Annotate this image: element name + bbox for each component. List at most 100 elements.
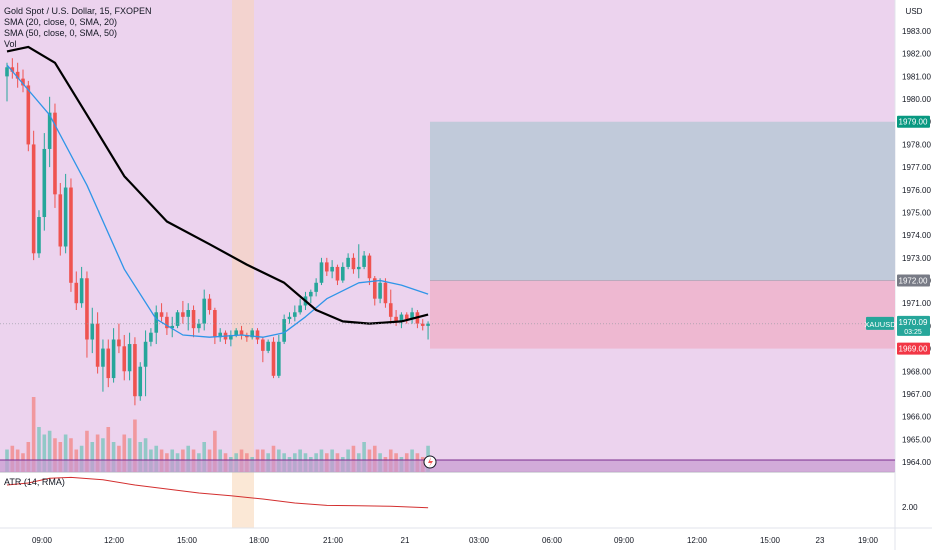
candle-body xyxy=(372,278,377,299)
candle-body xyxy=(287,316,292,320)
candle-body xyxy=(15,71,20,79)
candle-body xyxy=(69,187,73,283)
volume-bar xyxy=(133,419,137,472)
candle-body xyxy=(149,332,153,342)
candle-body xyxy=(319,262,324,283)
volume-bar xyxy=(53,438,57,472)
candle-body xyxy=(101,348,105,367)
target-zone xyxy=(430,121,895,281)
moving-averages xyxy=(6,45,429,338)
price-tick-label: 1968.00 xyxy=(902,367,931,376)
candle-body xyxy=(21,78,25,86)
lightning-alert-icon[interactable] xyxy=(423,455,437,469)
time-tick-label: 09:00 xyxy=(614,536,635,545)
volume-band xyxy=(0,460,895,472)
volume-bar xyxy=(213,430,217,472)
candle-body xyxy=(271,341,276,376)
time-tick-label: 12:00 xyxy=(104,536,125,545)
volume-bar xyxy=(101,438,105,472)
candle-body xyxy=(388,303,393,317)
axis-price-labels: 1979.00 1972.00 1969.00 1970.09 03:25 XAUUSD xyxy=(864,115,930,355)
time-tick-label: 23 xyxy=(816,536,825,545)
price-tick-label: 1983.00 xyxy=(902,27,931,36)
candle-body xyxy=(250,330,254,338)
time-tick-label: 06:00 xyxy=(542,536,563,545)
candle-body xyxy=(325,262,329,272)
atr-legend[interactable]: ATR (14, RMA) xyxy=(4,477,65,487)
volume-bar xyxy=(127,438,132,472)
candle-body xyxy=(266,341,270,351)
stop-price-badge-bg xyxy=(897,342,930,355)
candle-body xyxy=(314,282,318,292)
candle-body xyxy=(63,187,68,247)
session-highlight xyxy=(232,0,254,472)
candle-body xyxy=(351,257,356,270)
candle-body xyxy=(42,148,47,218)
volume-bar xyxy=(122,434,127,472)
current-price-value: 1970.09 xyxy=(899,318,928,327)
volume-bar xyxy=(42,434,47,472)
candle-body xyxy=(239,330,244,335)
candle-body xyxy=(309,291,313,297)
volume-bar xyxy=(372,445,377,472)
volume-legend[interactable]: Vol xyxy=(4,39,17,49)
time-tick-label: 21 xyxy=(401,536,410,545)
atr-tick-label: 2.00 xyxy=(902,503,918,512)
volume-bar xyxy=(58,442,63,472)
time-tick-label: 21:00 xyxy=(323,536,344,545)
candle-body xyxy=(74,282,79,304)
candle-body xyxy=(213,310,217,338)
symbol-title[interactable]: Gold Spot / U.S. Dollar, 15, FXOPEN xyxy=(4,6,152,16)
time-axis[interactable]: 09:00 12:00 15:00 18:00 21:00 21 03:00 06:00 09:… xyxy=(32,536,879,545)
time-tick-label: 15:00 xyxy=(177,536,198,545)
candle-body xyxy=(410,312,414,320)
candle-body xyxy=(367,255,372,279)
candle-body xyxy=(356,266,361,270)
time-tick-label: 09:00 xyxy=(32,536,53,545)
volume-bar xyxy=(154,445,159,472)
currency-button[interactable]: USD xyxy=(905,7,923,16)
volume-bar xyxy=(10,445,15,472)
sma50-legend[interactable]: SMA (50, close, 0, SMA, 50) xyxy=(4,28,118,38)
target-price-badge: 1979.00 xyxy=(899,118,928,127)
price-tick-label: 1965.00 xyxy=(902,435,931,444)
candle-body xyxy=(261,339,265,351)
candle-body xyxy=(186,310,191,317)
candle-body xyxy=(362,255,366,267)
volume-bar xyxy=(31,397,36,472)
volume-bar xyxy=(63,434,68,472)
candle-body xyxy=(340,266,345,281)
time-tick-label: 19:00 xyxy=(858,536,879,545)
symbol-badge-bg xyxy=(866,316,894,330)
volume-bar xyxy=(26,442,31,472)
chart-legend: Gold Spot / U.S. Dollar, 15, FXOPEN SMA … xyxy=(4,6,152,50)
candle-body xyxy=(346,257,350,267)
long-position-tool[interactable] xyxy=(430,121,895,349)
volume-bar xyxy=(106,427,111,472)
candle-body xyxy=(229,334,233,340)
candle-body xyxy=(181,312,185,317)
price-tick-label: 1978.00 xyxy=(902,140,931,149)
volume-bar xyxy=(117,445,121,472)
candle-body xyxy=(218,332,222,338)
time-tick-label: 12:00 xyxy=(687,536,708,545)
candle-body xyxy=(255,330,260,340)
candle-body xyxy=(10,67,15,72)
stop-zone xyxy=(430,280,895,349)
volume-bar xyxy=(138,442,143,472)
candle-body xyxy=(330,266,334,272)
candle-body xyxy=(138,366,143,397)
volume-bar xyxy=(351,445,356,472)
candle-body xyxy=(426,323,430,326)
price-axis[interactable]: 1964.00 1965.00 1966.00 1967.00 1968.00 1969.… xyxy=(902,27,931,467)
volume-bar xyxy=(111,442,116,472)
candle-body xyxy=(394,316,398,322)
candle-body xyxy=(282,319,286,342)
candle-body xyxy=(420,323,425,326)
candle-body xyxy=(26,85,31,145)
price-tick-label: 1982.00 xyxy=(902,50,931,59)
candle-body xyxy=(154,312,159,333)
sma20-legend[interactable]: SMA (20, close, 0, SMA, 20) xyxy=(4,17,118,27)
